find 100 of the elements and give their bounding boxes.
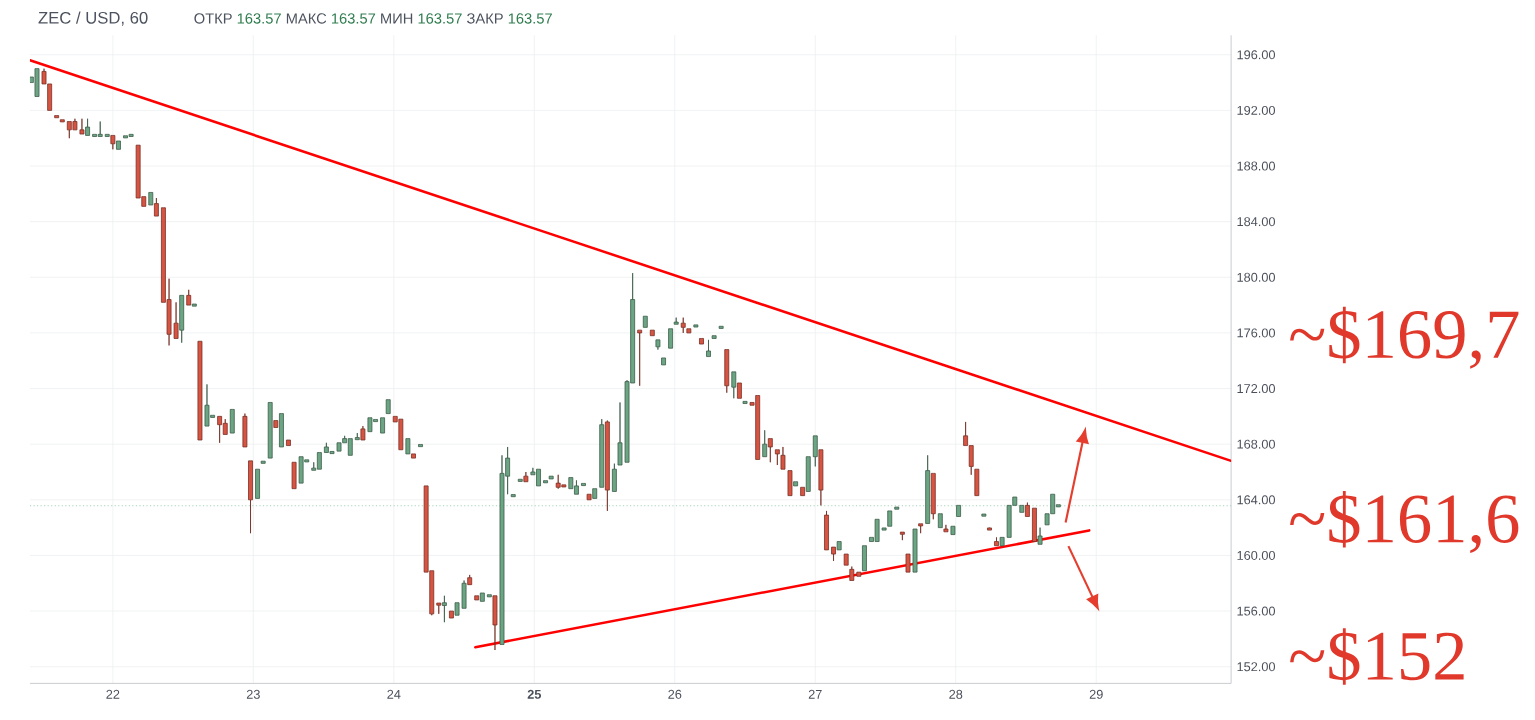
candlestick	[248, 460, 253, 534]
candlestick	[599, 418, 605, 488]
candlestick	[229, 409, 235, 434]
candlestick	[54, 115, 60, 119]
y-tick-label: 152.00	[1237, 662, 1276, 672]
x-tick-label: 28	[949, 689, 963, 699]
candlestick	[85, 118, 90, 136]
candlestick	[649, 329, 655, 337]
text: ~$169,7	[1290, 306, 1519, 369]
candlestick	[937, 513, 943, 529]
candlestick	[59, 119, 65, 123]
candlestick	[780, 446, 786, 470]
candlestick	[354, 432, 360, 441]
candlestick	[787, 470, 793, 497]
candlestick	[800, 487, 806, 497]
candlestick	[805, 456, 811, 493]
candlestick	[843, 553, 849, 566]
candlestick	[104, 134, 110, 138]
candlestick	[862, 545, 867, 572]
candlestick	[474, 595, 480, 601]
candlestick	[994, 537, 999, 547]
chart-title: ZEC / USD, 60	[38, 11, 148, 26]
candlestick	[718, 326, 724, 329]
y-tick-label: 196.00	[1237, 50, 1276, 60]
candlestick	[762, 430, 768, 458]
candlestick	[686, 328, 692, 334]
candlestick	[1019, 505, 1025, 513]
y-tick-label: 188.00	[1237, 161, 1276, 171]
candlestick	[693, 324, 699, 328]
text: ~$161,6	[1290, 491, 1519, 554]
candlestick	[699, 338, 704, 345]
candlestick	[267, 402, 273, 459]
candlestick	[385, 399, 391, 415]
candlestick	[441, 595, 447, 623]
candlestick	[255, 468, 260, 499]
candlestick	[467, 574, 473, 586]
candlestick	[291, 462, 297, 490]
candlestick	[1037, 527, 1043, 545]
candlestick	[661, 357, 666, 366]
candlestick	[1024, 502, 1030, 518]
candlestick	[767, 438, 773, 463]
candlestick	[34, 68, 40, 98]
candlestick	[987, 527, 992, 531]
candlestick	[930, 473, 936, 520]
candlestick	[668, 328, 673, 349]
candlestick	[581, 483, 586, 487]
candlestick	[449, 610, 454, 619]
candlestick	[711, 335, 717, 340]
candlestick	[918, 523, 924, 534]
candlestick	[680, 317, 686, 334]
candlestick	[260, 460, 266, 464]
candlestick	[405, 438, 411, 455]
candlestick	[543, 480, 548, 484]
candlestick	[116, 140, 121, 150]
candlestick	[548, 475, 554, 480]
candlestick	[925, 455, 931, 524]
candlestick	[655, 339, 661, 351]
candlestick	[436, 602, 442, 615]
y-tick-label: 176.00	[1237, 328, 1276, 338]
candlestick	[517, 479, 523, 482]
candlestick	[592, 488, 598, 499]
candlestick	[943, 524, 949, 533]
candlestick	[523, 471, 529, 483]
candlestick	[637, 329, 643, 387]
y-tick-label: 172.00	[1237, 384, 1276, 394]
x-tick-label: 24	[387, 689, 401, 699]
candlestick	[706, 339, 711, 358]
candlestick	[737, 382, 742, 399]
candlestick	[279, 413, 284, 448]
y-tick-label: 192.00	[1237, 106, 1276, 116]
candlestick	[831, 546, 836, 562]
candlestick	[586, 494, 592, 501]
candlestick	[492, 595, 498, 651]
y-tick-label: 156.00	[1237, 606, 1276, 616]
y-tick-label: 160.00	[1237, 551, 1276, 561]
candlestick	[604, 420, 610, 512]
candlestick	[912, 528, 918, 573]
candlestick	[273, 420, 279, 429]
candlestick	[856, 571, 862, 577]
candlestick	[380, 417, 385, 434]
candlestick	[774, 449, 780, 466]
candlestick	[950, 526, 956, 536]
y-tick-label: 184.00	[1237, 217, 1276, 227]
candlestick	[905, 553, 911, 573]
candlestick	[148, 192, 154, 206]
candlestick	[849, 566, 855, 582]
candlestick	[974, 468, 980, 497]
candlestick	[1032, 507, 1037, 543]
candlestick	[486, 594, 492, 598]
candlestick	[179, 295, 185, 344]
candlestick	[742, 401, 748, 405]
x-tick-label: 25	[527, 689, 542, 699]
y-tick-label: 168.00	[1237, 439, 1276, 449]
candlestick	[956, 505, 961, 518]
x-tick-label: 27	[808, 689, 822, 699]
x-tick-label: 26	[668, 689, 682, 699]
candlestick	[899, 531, 905, 541]
candlestick	[887, 510, 893, 527]
candlestick	[286, 439, 291, 447]
x-tick-label: 29	[1089, 689, 1103, 699]
